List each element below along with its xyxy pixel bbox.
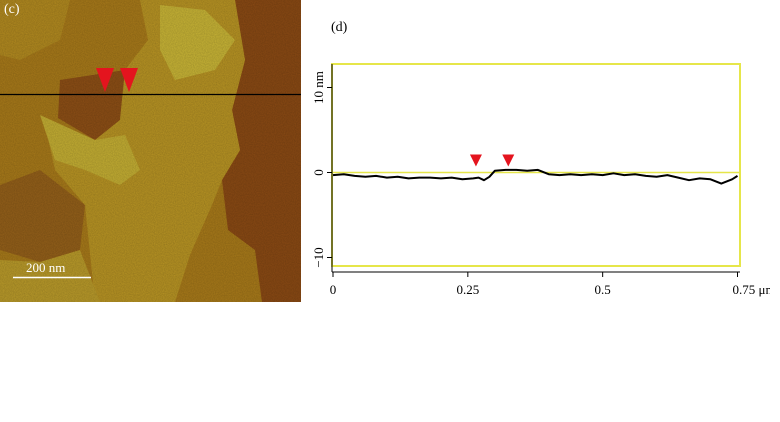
x-tick-label: 0.25 [456,282,479,297]
afm-texture [0,0,301,302]
y-tick-label: 0 [311,169,326,176]
plot-frame [331,63,741,267]
profile-series-line [332,168,739,185]
profile-marker [469,154,482,167]
panel-d-label: (d) [331,20,348,35]
scale-bar-label: 200 nm [26,260,66,275]
afm-topography [0,0,301,302]
afm-marker-left [96,68,114,92]
afm-marker-right [120,68,138,92]
afm-image [0,0,301,302]
y-tick-label: −10 [311,247,326,267]
x-tick-label: 0 [330,282,337,297]
y-tick-label: 10 nm [311,71,326,104]
panel-c-label: (c) [4,2,20,17]
profile-marker [502,154,515,167]
height-profile-chart: 10 nm 0 −10 0 0.25 0.5 0.75 μm [311,63,771,297]
x-tick-label: 0.5 [595,282,611,297]
x-tick-label: 0.75 μm [733,282,771,297]
